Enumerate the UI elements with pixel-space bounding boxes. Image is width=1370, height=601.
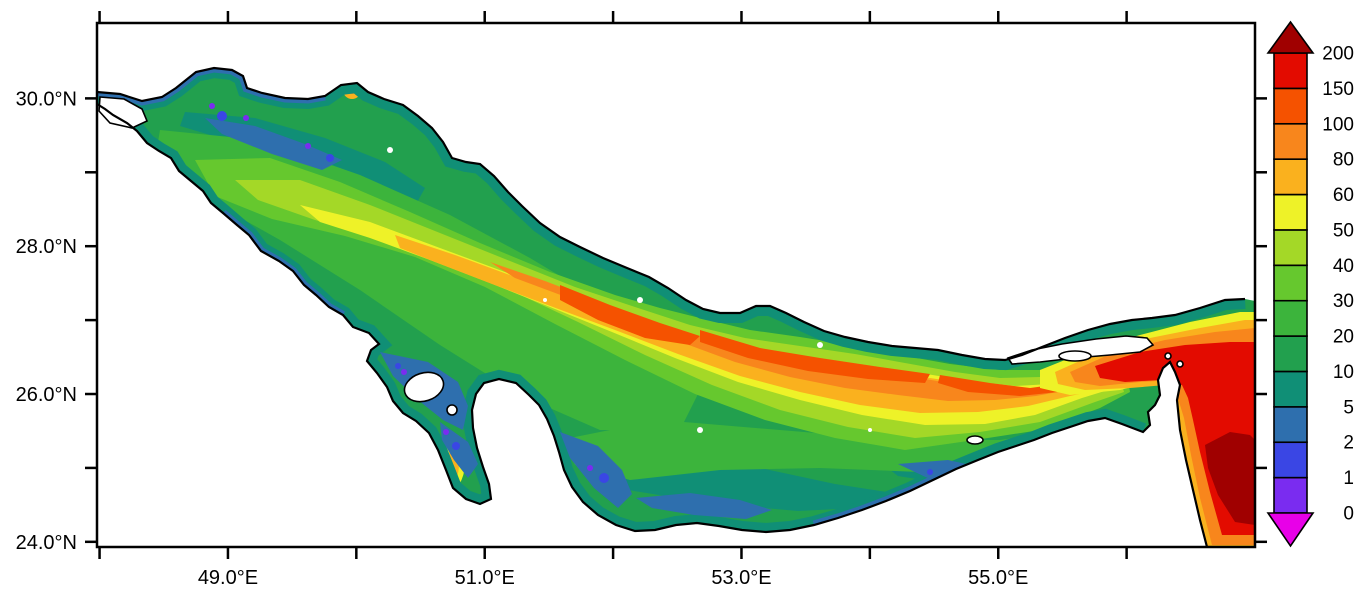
colorbar-tick-label: 80 <box>1333 150 1354 171</box>
violet-spot <box>587 465 593 471</box>
blue-patch-east-of-qatar <box>560 432 632 508</box>
royal-spot <box>927 469 933 475</box>
colorbar-segment <box>1273 476 1308 514</box>
islands-and-land <box>98 96 1184 445</box>
khor-land-patch-nw <box>98 96 149 129</box>
violet-spot <box>443 429 449 435</box>
band-80100 <box>490 262 1068 401</box>
y-tick-label: 30.0°N <box>16 88 77 110</box>
royal-spot <box>599 473 609 483</box>
violet-spot <box>305 143 311 149</box>
colorbar-tick-label: 5 <box>1343 397 1354 418</box>
colorbar-segment <box>1273 299 1308 337</box>
y-tick-label: 24.0°N <box>16 532 77 554</box>
trough-100150-c <box>938 375 1060 396</box>
offshore-island-b <box>966 435 984 445</box>
colorbar-segment <box>1273 87 1308 125</box>
royal-spot <box>452 442 460 450</box>
colorbar-segment <box>1273 122 1308 160</box>
violet-spot <box>209 103 215 109</box>
colorbar-segment <box>1273 229 1308 267</box>
colorbar-under-arrow <box>1266 512 1315 548</box>
trough-100150-a <box>560 285 700 345</box>
colorbar-segment <box>1273 370 1308 408</box>
colorbar-segment <box>1273 406 1308 444</box>
colorbar-tick-label: 40 <box>1333 256 1354 277</box>
colorbar-tick-label: 10 <box>1333 362 1354 383</box>
sea-color-field <box>97 68 1255 547</box>
x-tick-label: 51.0°E <box>455 567 515 589</box>
colorbar-segment <box>1273 158 1308 196</box>
colorbar-tick-label: 200 <box>1322 44 1354 65</box>
x-tick-label: 55.0°E <box>968 567 1028 589</box>
violet-spot <box>243 115 249 121</box>
colorbar-segment <box>1273 52 1308 90</box>
hormuz-islet-b <box>1176 360 1184 368</box>
colorbar-tick-label: 20 <box>1333 327 1354 348</box>
x-tick-label: 53.0°E <box>711 567 771 589</box>
x-tick-label: 49.0°E <box>198 567 258 589</box>
offshore-island-a <box>1058 350 1092 362</box>
colorbar-segment <box>1273 264 1308 302</box>
colorbar-tick-label: 30 <box>1333 291 1354 312</box>
colorbar-tick-label: 2 <box>1343 433 1354 454</box>
colorbar-tick-label: 150 <box>1322 79 1354 100</box>
gulf-of-oman-dark-red-core <box>1205 432 1255 525</box>
colorbar: 0 1 2 5 10 20 30 40 50 60 80 100 150 200 <box>1266 20 1354 548</box>
violet-spot <box>401 369 407 375</box>
colorbar-tick-label: 1 <box>1343 468 1354 489</box>
blue-patch-south-mid <box>636 493 772 519</box>
colorbar-over-arrow <box>1266 20 1315 54</box>
y-tick-label: 28.0°N <box>16 236 77 258</box>
royal-spot <box>217 111 227 121</box>
hormuz-islet-a <box>1164 352 1172 360</box>
axis-ticks <box>85 11 1267 559</box>
bahrain-island <box>403 371 445 403</box>
colorbar-segment <box>1273 335 1308 373</box>
y-tick-label: 26.0°N <box>16 384 77 406</box>
colorbar-tick-label: 50 <box>1333 220 1354 241</box>
offshore-island-c <box>446 404 458 416</box>
blue-patch-salwa <box>440 422 478 478</box>
coastline-outline <box>96 66 1246 548</box>
royal-spot <box>395 363 401 369</box>
trough-100150-b <box>700 330 930 383</box>
axis-labels: 49.0°E 51.0°E 53.0°E 55.0°E 30.0°N 28.0°N 26.0… <box>16 88 1029 589</box>
colorbar-segment <box>1273 441 1308 479</box>
qeshm-island <box>1006 335 1155 365</box>
blue-patch-nw <box>205 118 342 170</box>
royal-spot <box>326 154 334 162</box>
plot-border <box>95 21 1257 549</box>
colorbar-tick-label: 100 <box>1322 114 1354 135</box>
colorbar-tick-label: 60 <box>1333 185 1354 206</box>
colorbar-tick-label: 0 <box>1343 504 1354 525</box>
colorbar-segment <box>1273 193 1308 231</box>
